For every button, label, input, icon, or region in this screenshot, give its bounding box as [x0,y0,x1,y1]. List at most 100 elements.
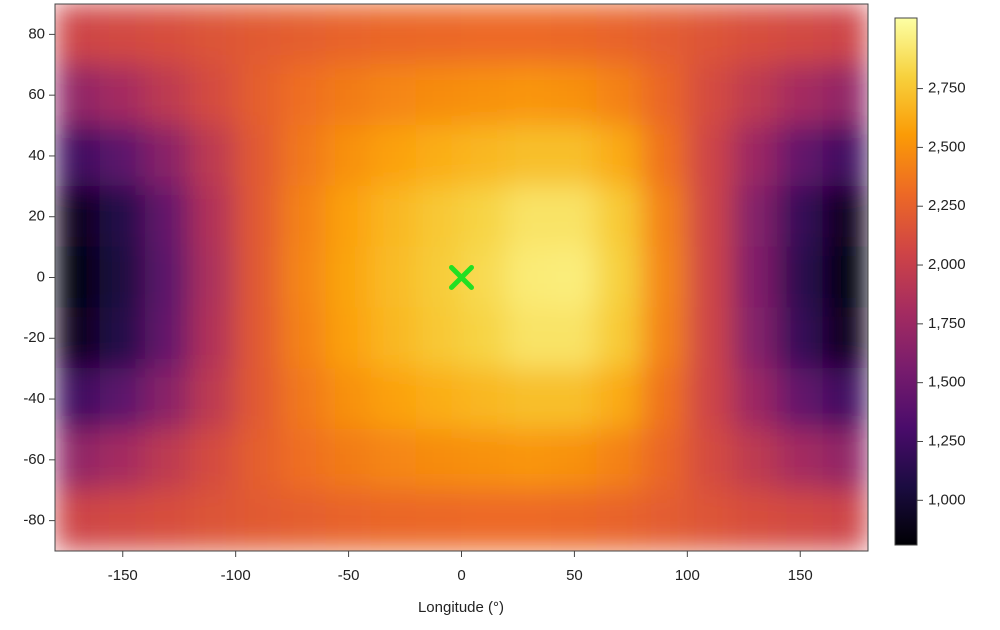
heat-cell [686,307,733,370]
heat-cell [461,246,508,309]
heat-cell [325,64,372,127]
colorbar-tick-label: 2,750 [928,80,966,97]
heat-cell [686,489,733,551]
heat-cell [506,489,553,551]
heat-cell [596,368,643,430]
heat-cell [596,4,643,66]
y-tick-label: -60 [23,451,45,468]
heat-cell [415,428,462,491]
heat-cell [415,64,462,127]
x-tick-label: 150 [788,567,813,584]
heat-cell [325,185,372,248]
heat-cell [686,246,733,309]
heat-cell [144,428,191,491]
heat-cell [641,246,688,309]
heat-cell [461,4,508,66]
heat-cell [551,125,598,187]
heat-cell [596,489,643,551]
heat-cell [55,428,101,491]
heat-cell [777,246,824,309]
heat-cell [325,428,372,491]
y-tick-label: 0 [37,268,45,285]
heat-cell [55,368,101,430]
heat-cell [370,185,417,248]
heat-cell [506,246,553,309]
heat-cell [99,368,146,430]
heat-cell [732,64,779,127]
heat-cell [280,125,327,187]
heat-cell [280,428,327,491]
heat-cell [596,246,643,309]
heat-cell [686,64,733,127]
heat-cell [190,64,237,127]
heat-cell [280,4,327,66]
heat-cell [325,246,372,309]
heat-cell [190,307,237,370]
heat-cell [777,4,824,66]
heat-cell [551,428,598,491]
heat-cell [280,368,327,430]
heat-cell [822,307,868,370]
heat-cell [235,125,282,187]
y-tick-label: -80 [23,512,45,529]
heat-cell [732,125,779,187]
heat-cell [461,64,508,127]
marker-x [449,265,474,290]
heat-cell [596,428,643,491]
colorbar-tick-label: 2,250 [928,197,966,214]
heat-cell [99,4,146,66]
heat-cell [551,185,598,248]
heat-cell [370,246,417,309]
heat-cell [641,368,688,430]
heat-cell [596,64,643,127]
heat-cell [777,307,824,370]
heat-cell [144,4,191,66]
heat-cell [99,246,146,309]
heat-cell [415,4,462,66]
heat-cell [415,307,462,370]
heat-cell [235,428,282,491]
x-tick-label: -100 [221,567,251,584]
heat-cell [99,125,146,187]
colorbar-tick-label: 1,250 [928,432,966,449]
heat-cell [415,489,462,551]
heat-cell [641,185,688,248]
colorbar-tick-label: 1,000 [928,491,966,508]
heat-cell [686,368,733,430]
heat-cell [190,368,237,430]
heat-cell [144,125,191,187]
heat-cell [235,307,282,370]
heat-cell [596,307,643,370]
heat-cell [551,307,598,370]
x-tick-label: -50 [338,567,360,584]
heat-cell [686,428,733,491]
heat-cell [415,185,462,248]
heat-cell [280,307,327,370]
x-tick-label: 50 [566,567,583,584]
heat-cell [641,125,688,187]
heat-cell [732,246,779,309]
heat-cell [370,368,417,430]
heat-cell [55,64,101,127]
heat-cell [325,4,372,66]
heat-cell [506,368,553,430]
heat-cell [551,489,598,551]
heat-cell [235,4,282,66]
heat-cell [732,368,779,430]
heat-cell [190,428,237,491]
heat-cell [822,64,868,127]
y-tick-label: 20 [28,208,45,225]
heat-cell [99,489,146,551]
heat-cell [732,428,779,491]
heat-cell [822,246,868,309]
heat-cell [506,125,553,187]
y-tick-label: 80 [28,25,45,42]
heat-cell [551,246,598,309]
heat-cell [777,489,824,551]
heat-cell [777,368,824,430]
heat-cell [551,64,598,127]
heat-cell [99,307,146,370]
heat-cell [822,428,868,491]
heat-cell [506,185,553,248]
